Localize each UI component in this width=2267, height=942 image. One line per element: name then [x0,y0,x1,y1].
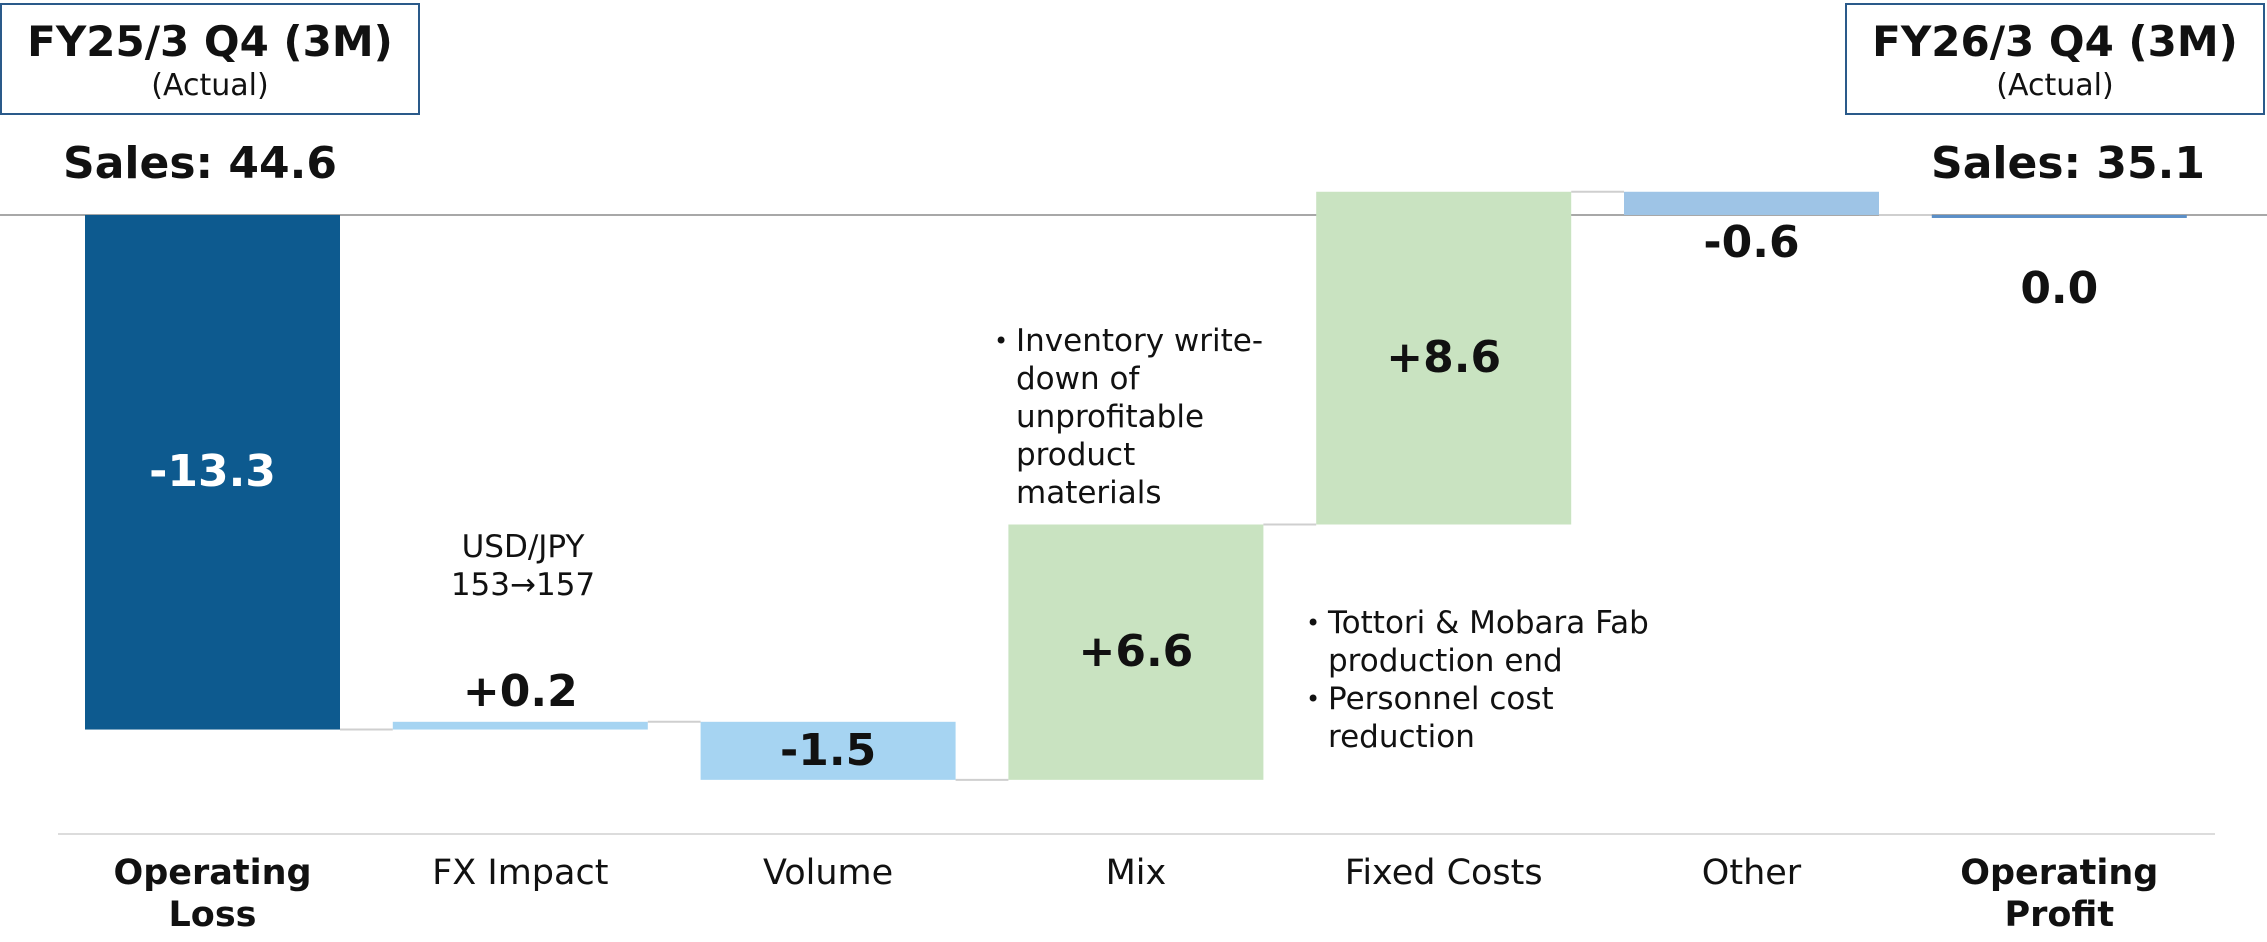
x-tick-label: Mix [1105,853,1167,893]
fx-note: USD/JPY 153→157 [423,528,623,604]
header-title: FY26/3 Q4 (3M) [1872,17,2238,66]
bar [1624,191,1879,215]
x-tick-label: FX Impact [432,853,609,893]
right-header: FY26/3 Q4 (3M) (Actual) [1845,3,2265,115]
header-subtitle: (Actual) [151,68,269,103]
header-title: FY25/3 Q4 (3M) [27,17,393,66]
value-label: +0.2 [462,665,578,717]
note-item: Inventory write-down of unprofitable pro… [994,322,1266,512]
bar [1008,524,1264,780]
x-tick-label: Operating Loss [113,853,312,935]
value-label: -1.5 [779,724,877,776]
value-label: -13.3 [149,446,276,498]
left-header: FY25/3 Q4 (3M) (Actual) [0,3,420,115]
note-item: Tottori & Mobara Fab production end [1306,604,1658,680]
value-label: 0.0 [2020,262,2099,314]
header-subtitle: (Actual) [1996,68,2114,103]
fixed-note: Tottori & Mobara Fab production end Pers… [1306,604,1658,756]
x-tick-label: Fixed Costs [1344,853,1543,893]
x-tick-label: Operating Profit [1960,853,2159,935]
bar [1931,214,2187,218]
bar [1316,191,1572,525]
sales: Sales: 35.1 [1931,138,2205,189]
bar [85,214,340,730]
note-line: 153→157 [450,567,596,603]
bar [700,721,956,780]
value-label: +6.6 [1078,626,1194,678]
x-tick-label: Other [1701,853,1802,893]
value-label: +8.6 [1386,332,1502,384]
x-tick-label: Volume [763,853,894,893]
mix-note: Inventory write-down of unprofitable pro… [994,322,1266,512]
sales: Sales: 44.6 [63,138,337,189]
note-item: Personnel cost reduction [1306,680,1658,756]
value-label: -0.6 [1703,216,1800,268]
bar [392,721,648,730]
note-line: USD/JPY [461,529,585,565]
